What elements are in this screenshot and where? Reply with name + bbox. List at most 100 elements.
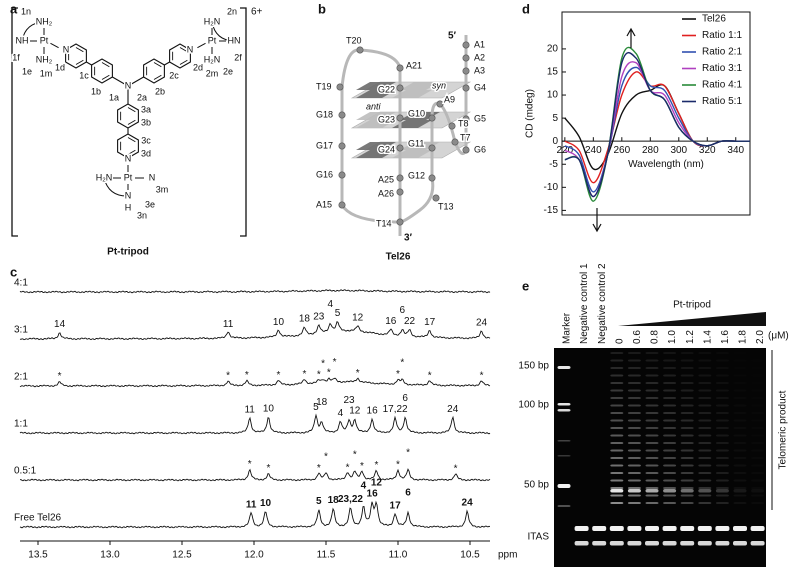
gel-band <box>557 403 571 406</box>
gel-band <box>733 494 747 497</box>
position-label: 3m <box>156 184 169 194</box>
gel-band <box>750 541 765 546</box>
trend-arrow <box>592 208 602 233</box>
bond <box>164 61 170 66</box>
gel-band <box>716 360 729 362</box>
residue-label: A2 <box>474 52 485 62</box>
gel-band <box>698 412 712 414</box>
nmr-asterisk: * <box>317 463 321 474</box>
nmr-peak-label: 23 <box>313 311 325 322</box>
gel-band <box>557 484 571 488</box>
x-tick-label: 260 <box>613 145 630 156</box>
gel-band <box>734 435 747 437</box>
gel-band <box>751 472 764 474</box>
y-tick-label: 5 <box>552 113 558 124</box>
gel-band <box>663 502 677 504</box>
gel-band <box>715 434 729 437</box>
gel-band <box>715 442 729 444</box>
position-label: 2d <box>193 62 203 72</box>
residue-label: A9 <box>444 94 455 104</box>
gel-band <box>574 526 589 531</box>
gel-band <box>663 389 677 392</box>
bond <box>86 61 92 66</box>
strand-end: 3′ <box>404 233 413 244</box>
gel-band <box>698 397 712 399</box>
residue-label: A26 <box>378 188 394 198</box>
gel-band <box>557 455 571 457</box>
double-bond <box>101 62 110 68</box>
gel-band <box>734 390 747 392</box>
concentration-label: 1.6 <box>720 330 731 344</box>
nmr-peak-label: 10 <box>263 403 275 414</box>
gel-band <box>751 412 764 414</box>
position-label: 2b <box>155 86 165 96</box>
residue-bead <box>462 115 470 123</box>
gel-band <box>645 541 659 546</box>
legend-label: Ratio 4:1 <box>702 80 742 91</box>
gel-band <box>663 442 677 444</box>
tetrad-tile <box>400 142 440 150</box>
gel-image <box>554 348 766 567</box>
gel-band <box>698 374 712 377</box>
gel-band <box>557 440 571 442</box>
gel-band <box>698 359 712 362</box>
gel-band <box>609 526 624 531</box>
residue-bead <box>338 171 346 179</box>
gel-band <box>627 464 641 467</box>
residue-label: G4 <box>474 82 486 92</box>
gel-band <box>680 494 694 497</box>
gel-band <box>751 420 764 422</box>
gel-band <box>680 419 694 422</box>
atom-label: N <box>187 44 194 54</box>
position-label: 3a <box>141 104 151 114</box>
position-label: 2f <box>234 52 242 62</box>
gel-band <box>734 442 747 444</box>
nmr-peak-label: 12 <box>371 478 383 489</box>
gel-band <box>751 375 764 377</box>
nmr-asterisk: * <box>324 451 328 462</box>
nmr-peak-label: 6 <box>400 305 406 316</box>
gel-band <box>715 464 729 467</box>
residue-label: G23 <box>378 114 395 124</box>
panel-label: b <box>318 1 326 16</box>
residue-label: A25 <box>378 174 394 184</box>
residue-bead <box>396 188 404 196</box>
concentration-label: 1.8 <box>738 330 749 344</box>
atom-label: N <box>149 172 156 182</box>
nmr-asterisk: * <box>248 459 252 470</box>
gel-band <box>680 541 695 546</box>
gel-band <box>610 494 624 497</box>
nmr-peak-label: 4 <box>361 481 367 492</box>
gel-band <box>627 494 641 497</box>
residue-bead <box>462 67 470 75</box>
residue-bead <box>396 218 404 226</box>
nmr-peak-label: 24 <box>462 497 474 508</box>
residue-label: G10 <box>408 108 425 118</box>
gel-band <box>627 449 641 452</box>
gel-band <box>680 442 694 444</box>
nmr-peak-label: 4 <box>338 408 344 419</box>
gel-band <box>698 404 712 407</box>
residue-bead <box>396 84 404 92</box>
conformation-label: anti <box>366 101 382 111</box>
nmr-peak-label: 18 <box>328 495 340 506</box>
residue-label: T20 <box>346 35 362 45</box>
y-axis-label: CD (mdeg) <box>525 89 536 138</box>
gel-band <box>663 374 677 377</box>
nmr-spectrum <box>19 321 491 341</box>
gel-band <box>698 472 712 474</box>
gel-band <box>592 541 607 546</box>
nmr-peak-label: 17 <box>390 500 402 511</box>
gel-band <box>751 480 764 482</box>
position-label: 1c <box>79 70 89 80</box>
gel-band <box>663 427 677 429</box>
chelate-ring <box>103 177 129 197</box>
x-tick-label: 11.5 <box>317 550 336 561</box>
gel-band <box>627 541 642 546</box>
gel-band <box>610 389 624 392</box>
x-tick-label: 10.5 <box>460 550 480 561</box>
double-bond <box>179 47 188 53</box>
nmr-asterisk: * <box>346 462 350 473</box>
position-label: 1a <box>109 92 119 102</box>
residue-label: G12 <box>408 170 425 180</box>
